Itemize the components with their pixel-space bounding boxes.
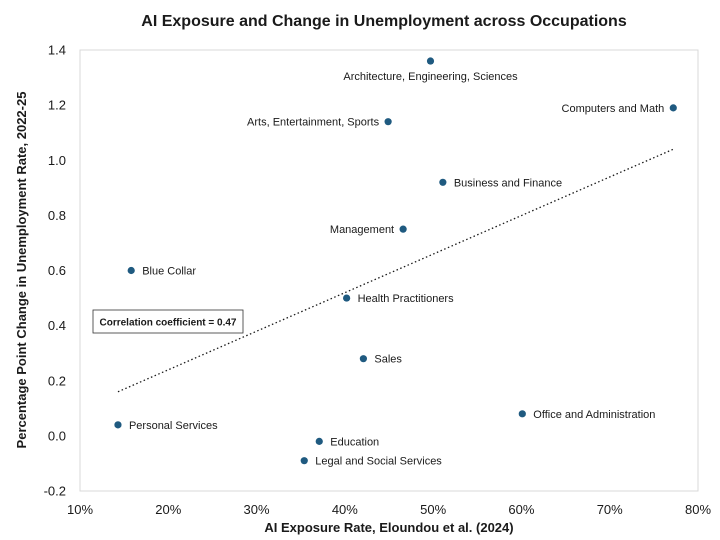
y-axis: -0.2 0.0 0.2 0.4 0.6 0.8 1.0 1.2 1.4: [44, 43, 66, 499]
data-point: [439, 178, 447, 186]
data-point: [399, 225, 407, 233]
data-point-label: Business and Finance: [454, 177, 562, 189]
y-tick-label: 0.8: [48, 208, 66, 223]
x-axis: 10% 20% 30% 40% 50% 60% 70% 80%: [67, 502, 711, 517]
x-tick-label: 60%: [508, 502, 534, 517]
data-point: [114, 421, 122, 429]
data-point: [669, 104, 677, 112]
x-tick-label: 70%: [597, 502, 623, 517]
x-tick-label: 10%: [67, 502, 93, 517]
data-point-label: Management: [330, 224, 394, 236]
annotation-box: [92, 309, 244, 334]
data-point: [426, 57, 435, 65]
data-point-label: Health Practitioners: [358, 293, 454, 305]
data-point-label: Legal and Social Services: [315, 456, 442, 468]
data-point-label: Computers and Math: [562, 103, 665, 115]
y-tick-label: 0.0: [48, 428, 66, 443]
plot-area: [79, 49, 699, 492]
y-axis-title: Percentage Point Change in Unemployment …: [14, 92, 29, 449]
data-point: [127, 266, 135, 275]
x-axis-title: AI Exposure Rate, Eloundou et al. (2024): [264, 520, 513, 535]
chart-title: AI Exposure and Change in Unemployment a…: [141, 13, 627, 30]
data-point: [518, 410, 526, 418]
data-point-label: Arts, Entertainment, Sports: [247, 117, 380, 129]
correlation-annotation: Correlation coefficient = 0.47: [92, 309, 244, 334]
data-point: [359, 355, 367, 363]
y-tick-label: 0.4: [48, 318, 66, 333]
y-tick-label: 0.6: [48, 263, 66, 278]
correlation-annotation-text: Correlation coefficient = 0.47: [100, 318, 237, 329]
trendline: [117, 148, 674, 393]
data-point: [343, 294, 351, 302]
data-point-label: Education: [330, 436, 379, 448]
y-tick-label: 0.2: [48, 373, 66, 388]
data-point-label: Blue Collar: [142, 266, 196, 278]
y-tick-label: 1.4: [48, 43, 66, 58]
x-tick-label: 20%: [155, 502, 181, 517]
data-point: [384, 118, 392, 126]
y-tick-label: -0.2: [44, 484, 66, 499]
data-point: [315, 437, 323, 445]
data-point-label: Architecture, Engineering, Sciences: [343, 71, 518, 83]
data-point-label: Personal Services: [129, 420, 218, 432]
y-tick-label: 1.2: [48, 98, 66, 113]
data-points: Architecture, Engineering, Sciences Compu…: [114, 57, 677, 468]
data-point-label: Sales: [374, 354, 402, 366]
data-point-label: Office and Administration: [533, 409, 655, 421]
x-tick-label: 40%: [332, 502, 358, 517]
x-tick-label: 80%: [685, 502, 711, 517]
y-tick-label: 1.0: [48, 153, 66, 168]
x-tick-label: 30%: [244, 502, 270, 517]
x-tick-label: 50%: [420, 502, 446, 517]
data-point: [300, 457, 308, 465]
